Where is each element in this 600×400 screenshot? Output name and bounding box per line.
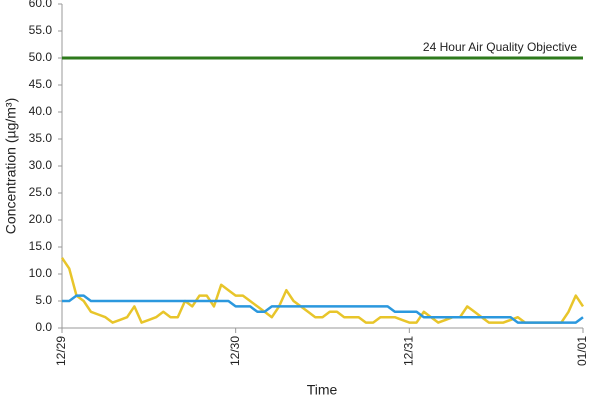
y-tick-label: 5.0 (35, 293, 52, 307)
x-tick-label: 01/01 (575, 336, 589, 366)
y-tick-label: 10.0 (29, 266, 53, 280)
series-line (62, 294, 584, 324)
x-tick-label: 12/31 (402, 336, 416, 366)
objective-label: 24 Hour Air Quality Objective (423, 40, 577, 54)
y-tick-label: 40.0 (29, 104, 53, 118)
y-tick-label: 25.0 (29, 185, 53, 199)
y-tick-label: 0.0 (35, 320, 52, 334)
y-tick-label: 20.0 (29, 212, 53, 226)
series-line (60, 257, 585, 324)
y-tick-label: 15.0 (29, 239, 53, 253)
x-tick-label: 12/29 (54, 336, 68, 366)
y-axis-title: Concentration (µg/m³) (3, 98, 19, 234)
y-tick-label: 55.0 (29, 23, 53, 37)
y-tick-label: 50.0 (29, 50, 53, 64)
y-tick-label: 30.0 (29, 158, 53, 172)
y-tick-label: 60.0 (29, 0, 53, 10)
y-tick-label: 35.0 (29, 131, 53, 145)
y-tick-label: 45.0 (29, 77, 53, 91)
x-tick-label: 12/30 (228, 336, 242, 366)
x-axis-title: Time (307, 382, 338, 398)
